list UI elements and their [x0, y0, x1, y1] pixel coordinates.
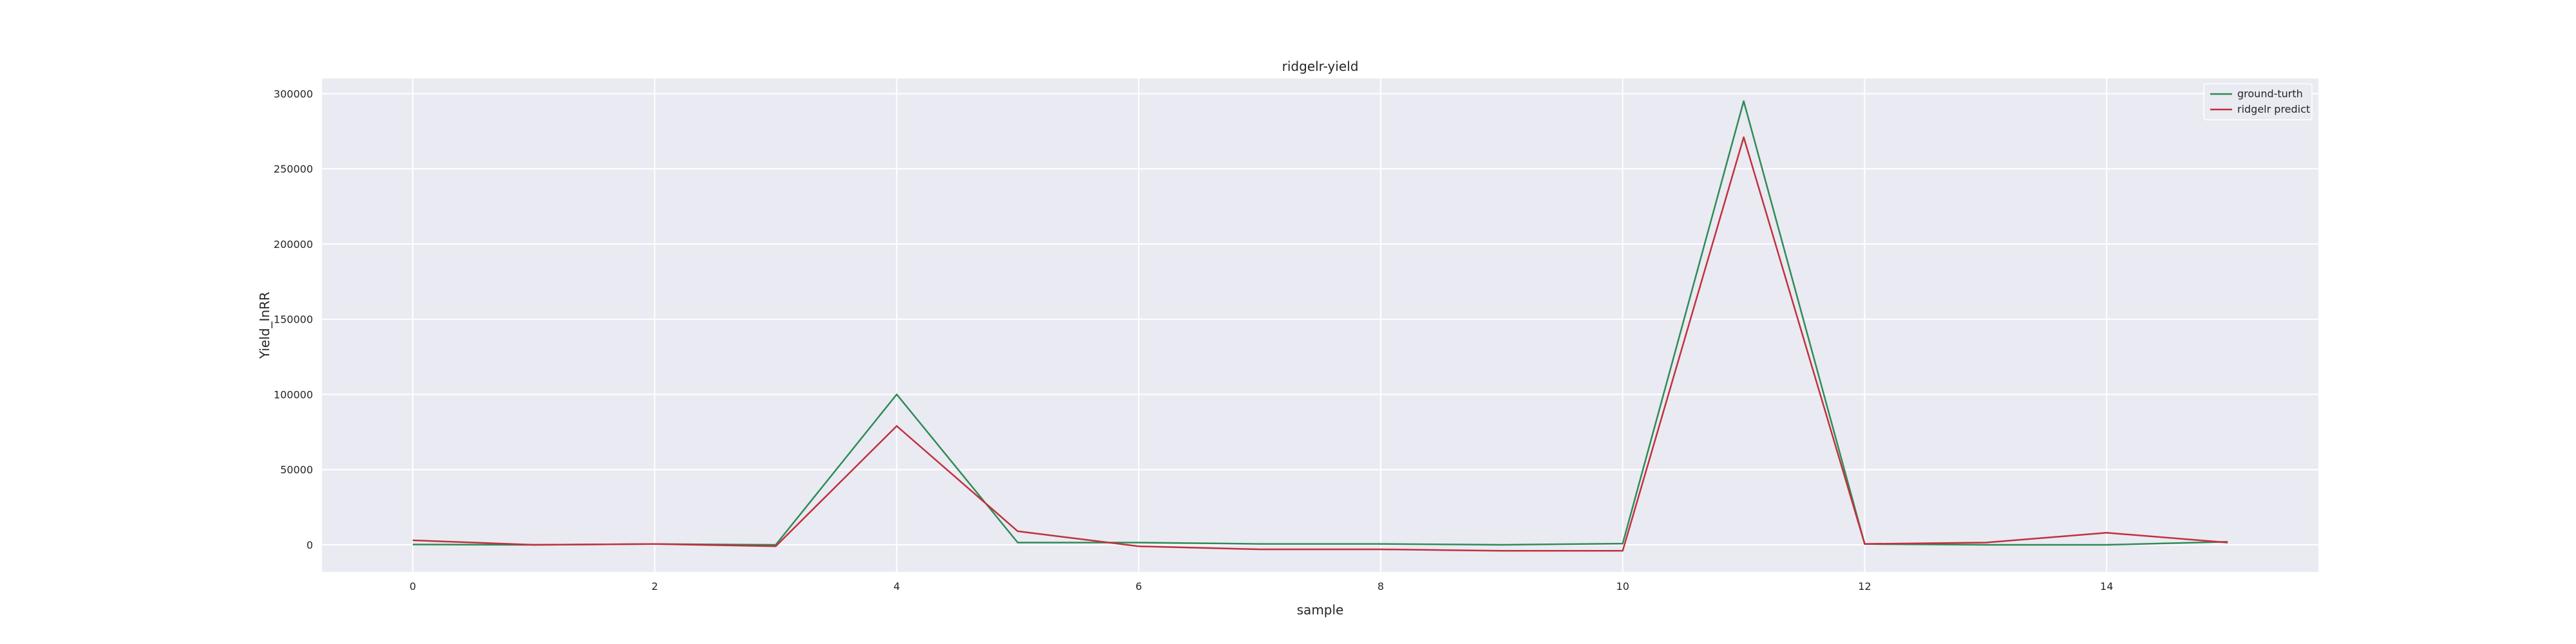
legend: ground-turth ridgelr predict — [2203, 83, 2313, 120]
x-tick-label: 14 — [2100, 580, 2113, 592]
series-line-ridgelr-predict — [412, 136, 2228, 552]
y-tick-label: 150000 — [274, 314, 313, 326]
y-tick-label: 200000 — [274, 238, 313, 251]
legend-entry: ground-turth — [2237, 88, 2303, 100]
y-axis-label: Yield_InRR — [257, 292, 272, 359]
y-tick-label: 250000 — [274, 163, 313, 175]
x-tick-label: 10 — [1616, 580, 1629, 592]
grid — [322, 79, 2318, 572]
x-tick-label: 0 — [410, 580, 416, 592]
chart-title: ridgelr-yield — [1282, 59, 1359, 74]
legend-box — [2203, 83, 2313, 120]
x-tick-label: 6 — [1135, 580, 1142, 592]
x-tick-label: 8 — [1378, 580, 1384, 592]
y-tick-label: 300000 — [274, 88, 313, 100]
y-tick-label: 100000 — [274, 388, 313, 401]
y-tick-label: 50000 — [280, 464, 313, 476]
legend-entry: ridgelr predict — [2237, 103, 2310, 115]
plot-area — [322, 79, 2318, 572]
x-tick-label: 4 — [893, 580, 900, 592]
x-tick-label: 12 — [1858, 580, 1871, 592]
x-axis-label: sample — [1297, 602, 1344, 618]
x-tick-label: 2 — [652, 580, 658, 592]
y-tick-label: 0 — [307, 539, 313, 551]
series-lines — [412, 100, 2228, 552]
tick-labels: 0 2 4 6 8 10 12 14 0 50000 100000 150000 200000 25000… — [274, 88, 2113, 592]
